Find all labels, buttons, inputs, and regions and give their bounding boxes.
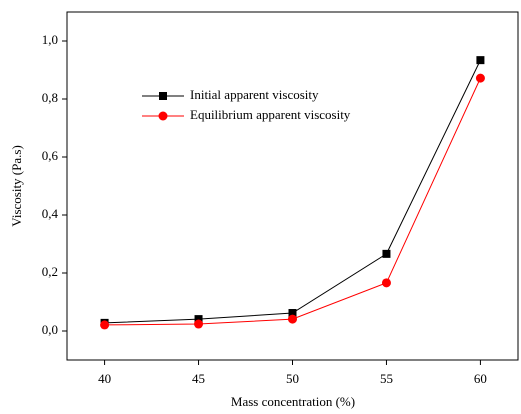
y-tick-label: 0,8: [42, 90, 58, 105]
data-point: [381, 278, 391, 288]
y-tick-label: 0,4: [42, 206, 59, 221]
data-point: [194, 319, 204, 329]
y-tick-label: 0,6: [42, 148, 59, 163]
data-point: [288, 309, 297, 318]
x-tick-label: 45: [192, 371, 205, 386]
legend-label: Equilibrium apparent viscosity: [190, 107, 351, 122]
data-point: [476, 56, 485, 65]
legend-marker: [159, 92, 167, 100]
y-tick-label: 0,0: [42, 322, 58, 337]
x-axis-title: Mass concentration (%): [231, 394, 355, 409]
data-point: [288, 314, 297, 324]
plot-frame: [66, 11, 519, 361]
data-point: [475, 73, 485, 83]
y-tick-label: 0,2: [42, 264, 58, 279]
x-tick-label: 60: [474, 371, 487, 386]
data-point: [100, 320, 110, 330]
x-tick-label: 55: [380, 371, 393, 386]
y-axis-title: Viscosity (Pa.s): [9, 145, 24, 227]
legend-label: Initial apparent viscosity: [190, 87, 319, 102]
x-tick-label: 50: [286, 371, 299, 386]
legend-marker: [158, 111, 168, 121]
x-tick-label: 40: [98, 371, 111, 386]
data-point: [382, 249, 391, 258]
y-tick-label: 1,0: [42, 32, 58, 47]
data-point: [194, 315, 203, 324]
